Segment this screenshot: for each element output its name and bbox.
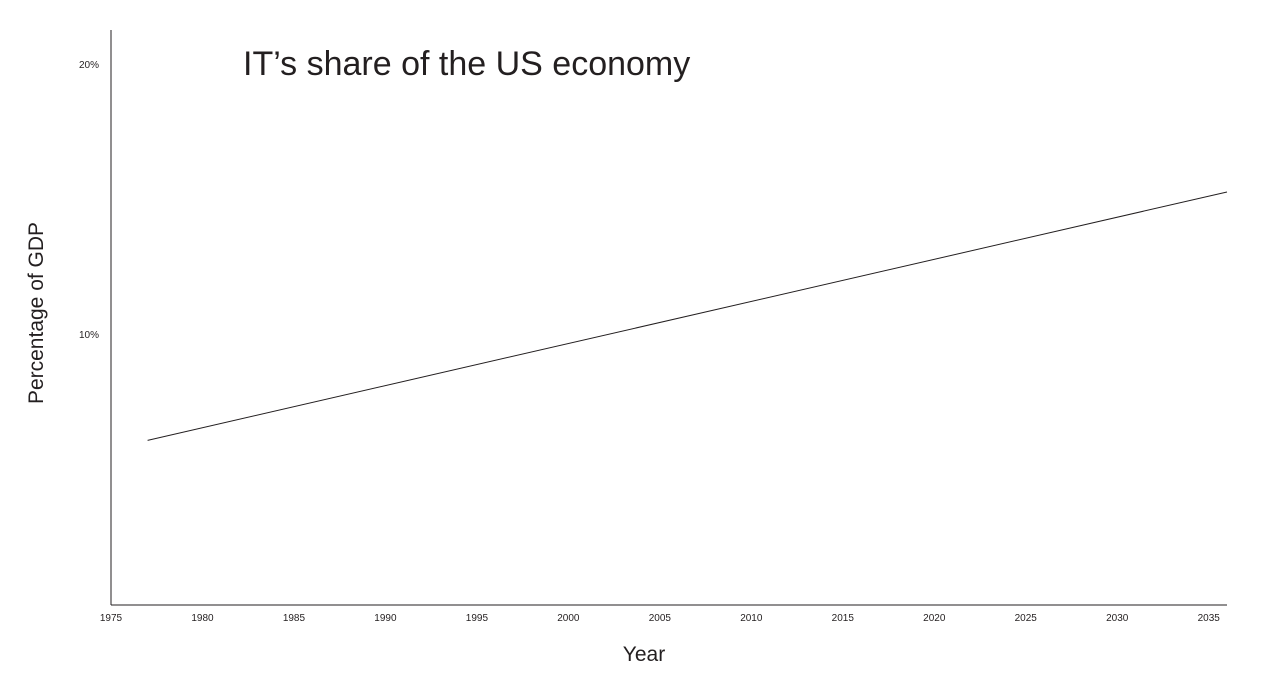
x-tick-label: 2005 — [649, 613, 672, 624]
x-tick-label: 1995 — [466, 613, 489, 624]
x-tick-label: 2010 — [740, 613, 763, 624]
y-tick-label: 10% — [79, 330, 99, 341]
x-tick-label: 2020 — [923, 613, 946, 624]
series-group — [147, 191, 1228, 441]
x-tick-label: 1980 — [191, 613, 214, 624]
series-line — [147, 191, 1228, 441]
y-tick-labels: 10% 20% — [79, 60, 99, 341]
x-tick-label: 2035 — [1198, 613, 1221, 624]
x-tick-label: 1975 — [100, 613, 123, 624]
x-tick-label: 1985 — [283, 613, 306, 624]
chart-title: IT’s share of the US economy — [243, 45, 691, 83]
x-tick-label: 2025 — [1015, 613, 1038, 624]
x-tick-label: 2000 — [557, 613, 580, 624]
x-axis-label: Year — [622, 643, 666, 666]
y-tick-label: 20% — [79, 60, 99, 71]
x-tick-label: 2015 — [832, 613, 855, 624]
x-tick-label: 1990 — [374, 613, 397, 624]
x-tick-label: 2030 — [1106, 613, 1129, 624]
x-tick-labels: 1975 1980 1985 1990 1995 2000 2005 2010 2015 2020… — [100, 613, 1220, 624]
